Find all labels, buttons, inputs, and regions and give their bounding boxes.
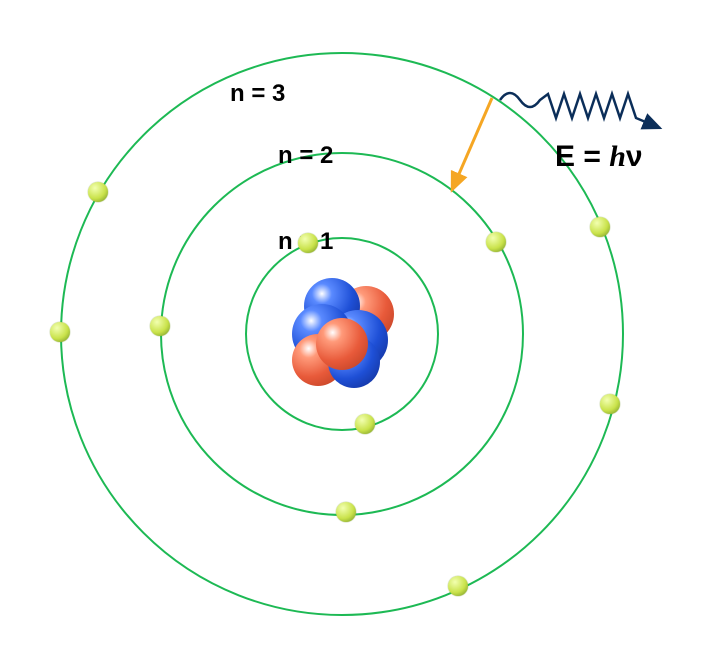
electron xyxy=(88,182,108,202)
energy-label-text: E = hν xyxy=(555,140,643,173)
electron xyxy=(298,233,318,253)
electron xyxy=(50,322,70,342)
electron xyxy=(355,414,375,434)
electron xyxy=(336,502,356,522)
electron xyxy=(486,232,506,252)
electron xyxy=(590,217,610,237)
electron xyxy=(600,394,620,414)
proton xyxy=(316,318,368,370)
photon-energy-label: E = hν xyxy=(555,140,643,174)
electron xyxy=(150,316,170,336)
electron xyxy=(448,576,468,596)
